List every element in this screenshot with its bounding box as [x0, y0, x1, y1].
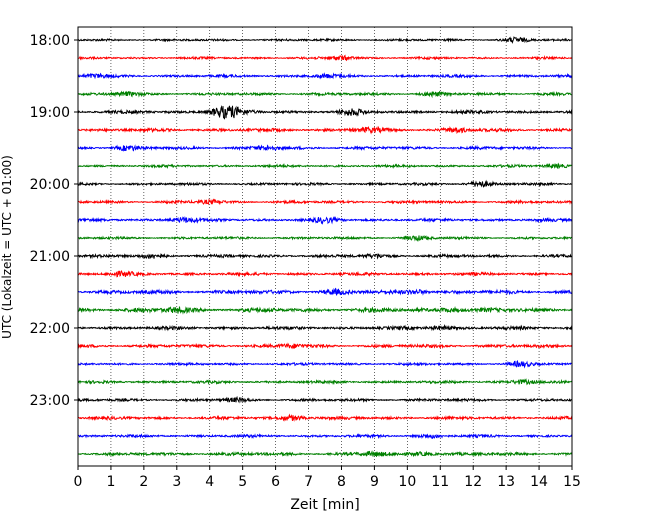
trace-line: [77, 235, 573, 243]
trace-line: [77, 306, 573, 315]
x-tick-label: 5: [238, 474, 247, 490]
x-axis-title: Zeit [min]: [290, 497, 359, 513]
trace-line: [77, 395, 573, 404]
trace-line: [77, 179, 573, 188]
x-tick-label: 1: [106, 474, 115, 490]
y-axis: 18:00 19:00 20:00 21:00 22:00 23:00: [30, 33, 78, 409]
x-tick-label: 15: [563, 474, 581, 490]
y-tick-label: 21:00: [30, 249, 70, 265]
trace-line: [77, 433, 573, 440]
x-tick-label: 11: [431, 474, 449, 490]
x-tick-label: 2: [139, 474, 148, 490]
trace-line: [77, 54, 573, 62]
x-tick-label: 4: [205, 474, 214, 490]
trace-line: [77, 198, 573, 206]
trace-line: [77, 324, 573, 332]
x-tick-label: 13: [497, 474, 515, 490]
x-tick-label: 10: [398, 474, 416, 490]
x-tick-label: 9: [370, 474, 379, 490]
trace-line: [77, 215, 573, 225]
trace-line: [77, 378, 573, 386]
trace-line: [77, 104, 573, 120]
trace-line: [77, 342, 573, 350]
x-axis: 0 1 2 3 4 5 6 7 8 9 10 11 12 13 14 15: [74, 466, 581, 490]
y-tick-label: 18:00: [30, 33, 70, 49]
trace-line: [77, 72, 573, 80]
x-tick-label: 8: [337, 474, 346, 490]
trace-line: [77, 413, 573, 422]
y-axis-title: UTC (Lokalzeit = UTC + 01:00): [0, 155, 14, 339]
trace-line: [77, 450, 573, 458]
x-tick-label: 6: [271, 474, 280, 490]
y-tick-label: 22:00: [30, 321, 70, 337]
x-tick-label: 7: [304, 474, 313, 490]
plot-frame: [77, 26, 573, 467]
trace-line: [77, 287, 573, 296]
trace-line: [77, 359, 573, 369]
trace-line: [77, 270, 573, 278]
trace-line: [77, 252, 573, 260]
y-tick-label: 20:00: [30, 177, 70, 193]
trace-line: [77, 162, 573, 170]
trace-group: [77, 36, 573, 458]
grid-lines: [110, 27, 540, 466]
x-tick-label: 14: [530, 474, 548, 490]
x-tick-label: 3: [172, 474, 181, 490]
x-tick-label: 12: [464, 474, 482, 490]
trace-line: [77, 90, 573, 99]
y-tick-label: 23:00: [30, 393, 70, 409]
trace-line: [77, 36, 573, 45]
trace-line: [77, 125, 573, 135]
x-tick-label: 0: [74, 474, 83, 490]
y-tick-label: 19:00: [30, 105, 70, 121]
trace-line: [77, 144, 573, 152]
